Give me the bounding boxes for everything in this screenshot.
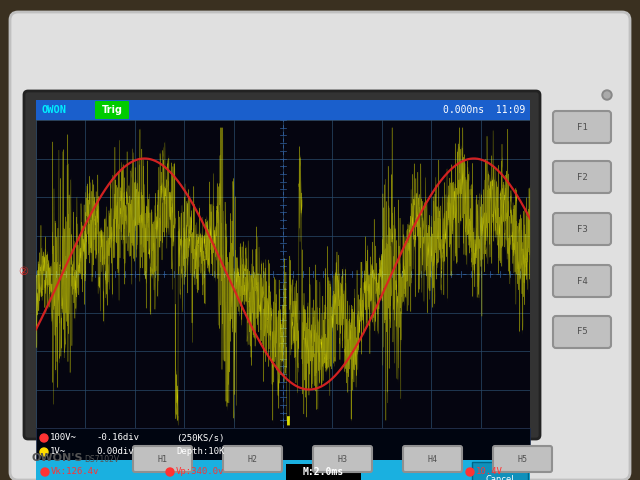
Text: H5: H5 (517, 455, 527, 464)
FancyBboxPatch shape (553, 316, 611, 348)
FancyBboxPatch shape (553, 213, 611, 245)
Bar (36, 460, 530, 480)
Text: Vk:126.4v: Vk:126.4v (51, 468, 99, 477)
FancyBboxPatch shape (403, 446, 462, 472)
Text: Vp:340.0v: Vp:340.0v (176, 468, 225, 477)
FancyBboxPatch shape (95, 101, 129, 119)
Text: (250KS/s): (250KS/s) (176, 433, 225, 443)
Bar (36, 100, 530, 120)
Text: F2: F2 (577, 172, 588, 181)
Text: 1V~: 1V~ (50, 447, 66, 456)
Bar (36, 428, 530, 460)
FancyBboxPatch shape (24, 91, 540, 439)
Bar (36, 100, 530, 428)
FancyBboxPatch shape (493, 446, 552, 472)
Text: DS7102V: DS7102V (84, 456, 119, 465)
Text: -0.16div: -0.16div (96, 433, 139, 443)
Text: H4: H4 (427, 455, 437, 464)
FancyBboxPatch shape (133, 446, 192, 472)
Text: 10.4V: 10.4V (476, 468, 503, 477)
Text: H2: H2 (247, 455, 257, 464)
Text: 0.000ns  11:09: 0.000ns 11:09 (443, 105, 525, 115)
Text: OWON'S: OWON'S (32, 453, 83, 463)
Text: 0.00div: 0.00div (96, 447, 134, 456)
Text: M:2.0ms: M:2.0ms (303, 467, 344, 477)
Circle shape (466, 468, 474, 476)
Text: ▼: ▼ (280, 119, 286, 128)
Bar (472, 462, 528, 480)
Text: Cancel: Cancel (486, 476, 515, 480)
Text: F4: F4 (577, 276, 588, 286)
Circle shape (604, 92, 610, 98)
Circle shape (40, 434, 48, 442)
FancyBboxPatch shape (553, 161, 611, 193)
Text: F1: F1 (577, 122, 588, 132)
FancyBboxPatch shape (553, 111, 611, 143)
Circle shape (41, 468, 49, 476)
Text: OWON: OWON (42, 105, 67, 115)
Circle shape (40, 448, 48, 456)
Text: H3: H3 (337, 455, 347, 464)
Text: 100V~: 100V~ (50, 433, 77, 443)
Bar (286, 464, 361, 480)
Text: F5: F5 (577, 327, 588, 336)
Text: ②: ② (19, 267, 29, 277)
Text: H1: H1 (157, 455, 167, 464)
Text: Depth:10K: Depth:10K (176, 447, 225, 456)
Circle shape (166, 468, 174, 476)
FancyBboxPatch shape (553, 265, 611, 297)
Text: Trig: Trig (102, 105, 122, 115)
Circle shape (602, 90, 612, 100)
Text: F3: F3 (577, 225, 588, 233)
FancyBboxPatch shape (313, 446, 372, 472)
FancyBboxPatch shape (223, 446, 282, 472)
FancyBboxPatch shape (10, 12, 630, 480)
